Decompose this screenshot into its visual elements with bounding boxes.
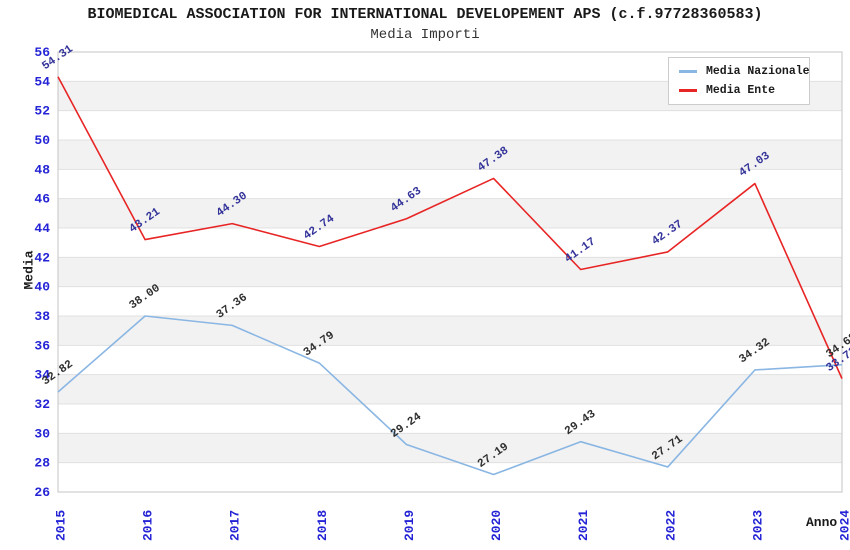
y-tick-label: 48 bbox=[34, 162, 50, 177]
legend: Media Nazionale Media Ente bbox=[668, 57, 810, 105]
plot-band bbox=[58, 433, 842, 463]
legend-label-ente: Media Ente bbox=[706, 84, 776, 97]
y-tick-label: 32 bbox=[34, 397, 50, 412]
series-line-media-ente bbox=[57, 76, 843, 379]
legend-label-nazionale: Media Nazionale bbox=[706, 65, 810, 78]
legend-line-swatch-nazionale bbox=[679, 70, 697, 73]
x-tick-label: 2016 bbox=[141, 510, 156, 541]
series-line-media-nazionale bbox=[57, 315, 843, 476]
plot-band bbox=[58, 140, 842, 170]
y-tick-label: 28 bbox=[34, 456, 50, 471]
plot-band bbox=[58, 257, 842, 287]
y-tick-label: 42 bbox=[34, 250, 50, 265]
y-tick-label: 34 bbox=[34, 368, 50, 383]
x-tick-label: 2024 bbox=[838, 510, 850, 541]
y-tick-label: 56 bbox=[34, 45, 50, 60]
y-axis-title: Media bbox=[21, 250, 37, 290]
y-tick-label: 50 bbox=[34, 133, 50, 148]
y-tick-label: 26 bbox=[34, 485, 50, 500]
plot-band bbox=[58, 374, 842, 404]
legend-line-swatch-ente bbox=[679, 89, 697, 92]
y-tick-label: 40 bbox=[34, 280, 50, 295]
plot-band bbox=[58, 316, 842, 346]
x-tick-label: 2019 bbox=[402, 510, 417, 541]
y-tick-label: 52 bbox=[34, 104, 50, 119]
x-tick-label: 2015 bbox=[54, 510, 69, 541]
x-tick-label: 2017 bbox=[228, 510, 243, 541]
y-tick-label: 46 bbox=[34, 192, 50, 207]
plot-band bbox=[58, 198, 842, 228]
y-tick-label: 54 bbox=[34, 74, 50, 89]
y-tick-label: 38 bbox=[34, 309, 50, 324]
x-tick-label: 2020 bbox=[489, 510, 504, 541]
plot-border bbox=[57, 51, 843, 493]
x-tick-label: 2023 bbox=[750, 510, 765, 541]
x-tick-label: 2022 bbox=[663, 510, 678, 541]
chart-subtitle: Media Importi bbox=[370, 27, 480, 43]
x-tick-label: 2018 bbox=[315, 510, 330, 541]
legend-item-media-ente: Media Ente bbox=[679, 81, 809, 100]
y-tick-label: 30 bbox=[34, 426, 50, 441]
chart-title: BIOMEDICAL ASSOCIATION FOR INTERNATIONAL… bbox=[87, 6, 763, 23]
legend-item-media-nazionale: Media Nazionale bbox=[679, 62, 810, 81]
x-tick-label: 2021 bbox=[576, 510, 591, 541]
y-tick-label: 36 bbox=[34, 338, 50, 353]
x-axis-title: Anno bbox=[806, 515, 838, 530]
y-tick-label: 44 bbox=[34, 221, 50, 236]
